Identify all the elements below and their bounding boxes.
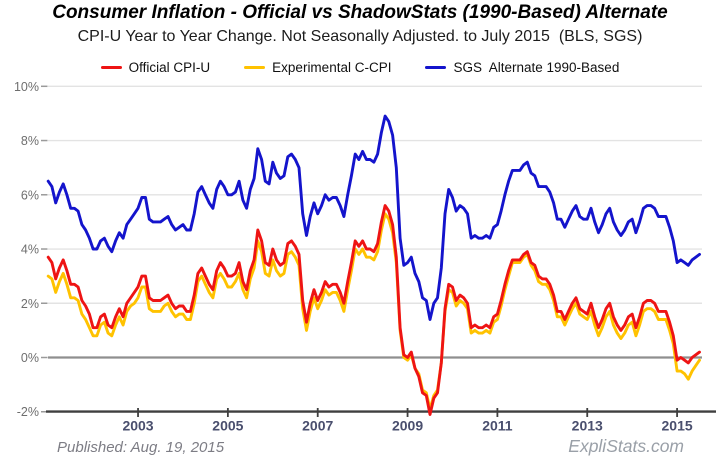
legend-label-sgs-alternate: SGS Alternate 1990-Based — [453, 60, 620, 75]
sgs-alternate-line-swatch — [425, 65, 447, 70]
x-tick-label: 2015 — [662, 418, 693, 434]
legend-item-official-cpi: Official CPI-U — [100, 60, 211, 75]
legend-label-experimental-ccpi: Experimental C-CPI — [272, 60, 392, 75]
legend-label-official-cpi: Official CPI-U — [128, 60, 211, 75]
x-tick-label: 2009 — [392, 418, 423, 434]
y-tick-label: 4% — [21, 243, 39, 257]
brand-watermark: ExpliStats.com — [568, 436, 684, 456]
y-tick-label: 8% — [21, 134, 39, 148]
experimental-ccpi-line-swatch — [244, 65, 266, 70]
published-date: Published: Aug. 19, 2015 — [57, 439, 225, 456]
official-cpi-u-line — [46, 204, 701, 416]
legend-item-sgs-alternate: SGS Alternate 1990-Based — [425, 60, 619, 75]
x-tick-label: 2011 — [482, 418, 513, 434]
legend-item-experimental-ccpi: Experimental C-CPI — [244, 60, 391, 75]
chart-legend: Official CPI-U Experimental C-CPI SGS Al… — [0, 60, 720, 75]
official-cpi-line-swatch — [100, 65, 122, 70]
chart-title: Consumer Inflation - Official vs ShadowS… — [52, 2, 668, 23]
x-tick-label: 2003 — [122, 418, 153, 434]
sgs-alternate-1990-based-line — [46, 114, 701, 321]
y-tick-label: -2% — [17, 405, 39, 419]
x-tick-label: 2007 — [302, 418, 333, 434]
y-tick-label: 0% — [21, 351, 39, 365]
experimental-c-cpi-line — [46, 212, 701, 411]
y-tick-label: 2% — [21, 297, 39, 311]
chart-subtitle: CPI-U Year to Year Change. Not Seasonall… — [77, 28, 643, 45]
y-tick-label: 10% — [14, 80, 39, 94]
x-tick-label: 2013 — [572, 418, 603, 434]
x-tick-label: 2005 — [212, 418, 243, 434]
y-tick-label: 6% — [21, 188, 39, 202]
